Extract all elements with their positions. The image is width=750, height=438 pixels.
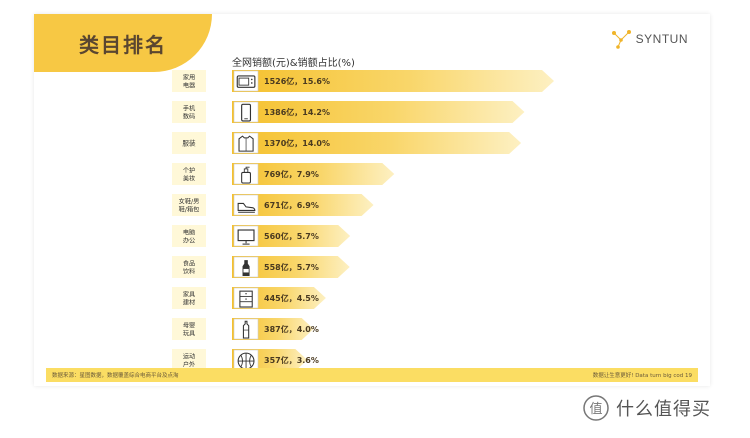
watermark: 值 什么值得买 xyxy=(582,394,711,422)
page-title: 类目排名 xyxy=(34,14,212,72)
data-label: 387亿，4.0% xyxy=(264,324,319,334)
data-label: 1370亿，14.0% xyxy=(264,138,330,148)
brand-logo: SYNTUN xyxy=(610,28,688,50)
data-label: 769亿，7.9% xyxy=(264,169,319,179)
data-label: 560亿，5.7% xyxy=(264,231,319,241)
category-label-box xyxy=(172,256,206,278)
brand-name: SYNTUN xyxy=(635,32,688,46)
category-label: 服装 xyxy=(182,139,196,148)
category-label: 母婴 xyxy=(183,323,195,330)
category-label: 鞋/箱包 xyxy=(179,206,200,214)
category-label: 家具 xyxy=(183,291,195,299)
bar xyxy=(232,256,350,278)
footer-bar: 数据来源：星图数据，数据覆盖综合电商平台及点淘 数据让生意更好! Data tu… xyxy=(46,368,698,382)
category-label-box xyxy=(172,163,206,185)
category-label: 办公 xyxy=(183,237,195,245)
category-label-box xyxy=(172,194,206,216)
category-label: 建材 xyxy=(183,299,195,307)
lotion-bottle-icon xyxy=(241,166,251,184)
category-label: 电器 xyxy=(183,82,196,90)
data-label: 671亿，6.9% xyxy=(264,200,319,210)
icon-box xyxy=(233,318,259,340)
footer-source: 数据来源：星图数据，数据覆盖综合电商平台及点淘 xyxy=(52,373,179,379)
microwave-icon xyxy=(236,75,256,88)
data-label: 357亿，3.6% xyxy=(264,355,319,365)
icon-box xyxy=(233,163,259,185)
chart-title: 全网销额(元)&销额占比(%) xyxy=(232,58,355,69)
svg-text:值: 值 xyxy=(589,401,602,417)
watermark-text: 什么值得买 xyxy=(616,399,711,419)
category-label-box xyxy=(172,287,206,309)
category-label: 数码 xyxy=(183,113,195,121)
category-label: 个护 xyxy=(183,167,195,175)
basketball-icon xyxy=(237,352,255,370)
smartphone-icon xyxy=(241,103,252,122)
bar xyxy=(232,225,351,247)
category-label-box xyxy=(172,318,206,340)
data-label: 558亿，5.7% xyxy=(264,262,319,272)
slide: 类目排名 SYNTUN 全网销额(元)&销额占比(%) 家用 电器 1526亿，15… xyxy=(34,14,710,386)
bar-row: 服装 1370亿，14.0% xyxy=(172,132,522,154)
data-label: 1526亿，15.6% xyxy=(264,76,330,86)
bar xyxy=(232,101,525,123)
icon-box xyxy=(233,101,259,123)
category-label-box xyxy=(172,132,206,154)
bar xyxy=(232,163,395,185)
category-label: 家用 xyxy=(183,74,195,82)
category-label: 美妆 xyxy=(183,175,195,183)
category-label: 食品 xyxy=(183,260,195,268)
beverage-bottle-icon xyxy=(242,260,250,276)
syntun-logo-icon xyxy=(611,30,631,49)
category-label: 电脑 xyxy=(183,229,195,237)
footer-slogan: 数据让生意更好! Data turn big cod 19 xyxy=(592,373,692,379)
cabinet-icon xyxy=(239,290,253,308)
category-label: 手机 xyxy=(183,105,196,113)
category-label: 运动 xyxy=(183,353,195,361)
monitor-icon xyxy=(237,229,255,245)
category-label-box xyxy=(172,101,206,123)
shirt-icon xyxy=(238,135,254,152)
category-label: 玩具 xyxy=(183,331,195,338)
bar xyxy=(232,194,374,216)
bar xyxy=(232,70,554,92)
category-label-box xyxy=(172,349,206,371)
baby-bottle-icon xyxy=(242,320,250,339)
sneaker-icon xyxy=(237,202,256,213)
watermark-seal-icon: 值 xyxy=(583,395,609,421)
category-label: 饮料 xyxy=(183,268,195,276)
category-label: 女鞋/男 xyxy=(179,198,200,206)
data-label: 445亿，4.5% xyxy=(264,293,319,303)
category-label-box xyxy=(172,225,206,247)
bar-row: 女鞋/男鞋/箱包 671亿，6.9% xyxy=(172,194,374,216)
bar xyxy=(232,132,522,154)
category-label-box xyxy=(172,70,206,92)
category-label: 户外 xyxy=(183,361,195,369)
data-label: 1386亿，14.2% xyxy=(264,107,330,117)
